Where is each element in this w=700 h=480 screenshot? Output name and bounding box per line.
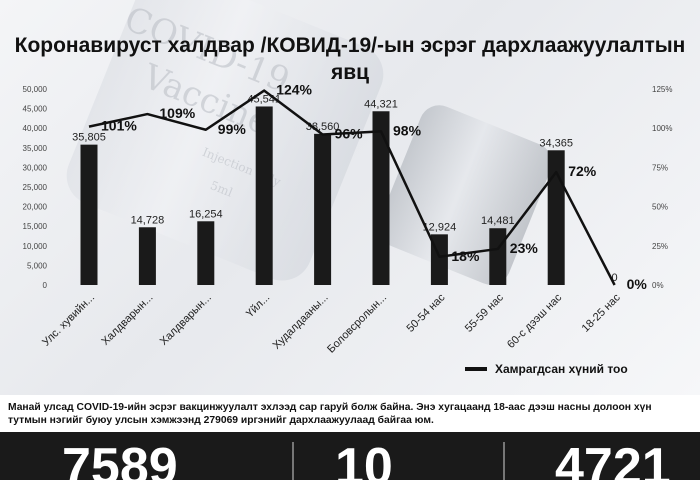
x-axis-category-label: 60-с дээш нас bbox=[505, 291, 565, 351]
x-axis-category-label: 18-25 нас bbox=[580, 291, 623, 334]
bar bbox=[197, 221, 215, 285]
x-axis-category-label: 50-54 нас bbox=[404, 291, 447, 334]
x-axis-category-label: Боловсролын... bbox=[325, 292, 389, 356]
y-axis-tick-label: 0 bbox=[43, 281, 48, 290]
bar bbox=[314, 133, 332, 285]
x-axis-category-label: Халдварын... bbox=[158, 292, 214, 348]
bar bbox=[372, 111, 390, 285]
bar bbox=[255, 106, 273, 285]
y2-axis-tick-label: 50% bbox=[652, 203, 668, 212]
y-axis-tick-label: 10,000 bbox=[23, 242, 48, 251]
y-axis-tick-label: 40,000 bbox=[23, 124, 48, 133]
chart-title: Коронавируст халдвар /КОВИД-19/-ын эсрэг… bbox=[14, 34, 686, 84]
stat-value-3: 4721 bbox=[555, 438, 671, 480]
y-axis-tick-label: 45,000 bbox=[23, 105, 48, 114]
y-axis-tick-label: 35,000 bbox=[23, 144, 48, 153]
legend-label: Хамрагдсан хүний тоо bbox=[495, 362, 628, 376]
line-series bbox=[88, 89, 616, 286]
bar-value-label: 12,924 bbox=[423, 221, 457, 233]
stats-bar: 7589 10 4721 bbox=[0, 432, 700, 480]
bar bbox=[547, 150, 565, 285]
stat-value-2: 10 bbox=[335, 438, 393, 480]
stat-value-1: 7589 bbox=[62, 438, 178, 480]
bar-value-label: 35,805 bbox=[72, 132, 106, 144]
legend-swatch bbox=[465, 367, 487, 371]
line-value-label: 18% bbox=[451, 248, 480, 264]
x-axis-category-label: Улс. хувийн... bbox=[40, 292, 97, 349]
y-axis-tick-label: 20,000 bbox=[23, 203, 48, 212]
bar bbox=[489, 228, 507, 285]
chart-canvas: 0 5,000 10,000 15,000 20,000 25,000 30,000 35,0… bbox=[23, 82, 673, 356]
line-value-label: 0% bbox=[627, 276, 648, 292]
line-value-label: 124% bbox=[276, 82, 312, 98]
x-axis-category-label: Үйл... bbox=[244, 292, 272, 320]
y-axis-tick-label: 30,000 bbox=[23, 163, 48, 172]
x-axis-category-label: Халдварын... bbox=[99, 292, 155, 348]
y2-axis-tick-label: 125% bbox=[652, 85, 672, 94]
line-value-label: 101% bbox=[101, 118, 137, 134]
bar bbox=[80, 144, 98, 285]
legend: Хамрагдсан хүний тоо bbox=[465, 362, 628, 376]
y2-axis-tick-label: 25% bbox=[652, 242, 668, 251]
line-value-label: 96% bbox=[335, 125, 364, 141]
bar bbox=[138, 227, 156, 285]
y-axis-tick-label: 50,000 bbox=[23, 85, 48, 94]
bar-value-label: 14,728 bbox=[131, 214, 165, 226]
y2-axis-tick-label: 75% bbox=[652, 163, 668, 172]
bar-value-label: 34,365 bbox=[539, 137, 573, 149]
bar-value-label: 16,254 bbox=[189, 208, 223, 220]
chart-area: COVID-19 Vaccine Injection only 5ml 0 5,0… bbox=[0, 0, 700, 395]
line-value-label: 72% bbox=[568, 163, 597, 179]
bar-value-label: 44,321 bbox=[364, 98, 398, 110]
y-axis-tick-label: 5,000 bbox=[27, 261, 48, 270]
line-value-label: 23% bbox=[510, 240, 539, 256]
line-value-label: 99% bbox=[218, 121, 247, 137]
line-value-label: 109% bbox=[159, 105, 195, 121]
bar-value-label: 0 bbox=[612, 272, 618, 284]
x-axis-category-label: 55-59 нас bbox=[463, 291, 506, 334]
line-value-label: 98% bbox=[393, 122, 422, 138]
stat-divider bbox=[503, 442, 505, 480]
footer-note: Манай улсад COVID-19-ийн эсрэг вакцинжуу… bbox=[8, 402, 652, 426]
stat-divider bbox=[292, 442, 294, 480]
bar-value-label: 38,560 bbox=[306, 121, 340, 133]
y2-axis-tick-label: 0% bbox=[652, 281, 664, 290]
y-axis-tick-label: 15,000 bbox=[23, 222, 48, 231]
bar-value-label: 14,481 bbox=[481, 215, 515, 227]
x-axis-category-label: Худалдааны... bbox=[271, 292, 331, 352]
y2-axis-tick-label: 100% bbox=[652, 124, 672, 133]
y-axis-tick-label: 25,000 bbox=[23, 183, 48, 192]
